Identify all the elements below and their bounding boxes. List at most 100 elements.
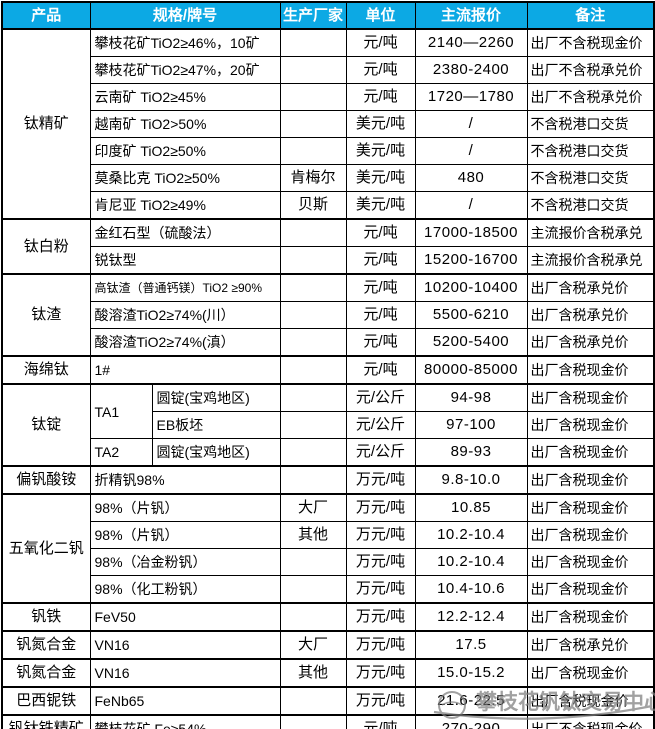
table-row: 酸溶渣TiO2≥74%(川） 元/吨 5500-6210 出厂含税承兑价 [2, 301, 655, 329]
note-cell: 出厂含税承兑价 [526, 630, 655, 660]
unit-cell: 万元/吨 [345, 602, 416, 632]
product-cell: 钛渣 [1, 273, 91, 357]
spec-cell: 酸溶渣TiO2≥74%(川） [89, 301, 281, 329]
note-cell: 出厂含税现金价 [526, 438, 655, 467]
producer-cell [279, 411, 347, 439]
col-header-spec: 规格/牌号 [89, 1, 281, 30]
note-cell: 出厂含税现金价 [526, 575, 655, 604]
table-row: 海绵钛 1# 元/吨 80000-85000 出厂含税现金价 [1, 355, 655, 385]
note-cell: 不含税港口交货 [526, 164, 655, 192]
producer-cell [279, 110, 347, 138]
producer-cell: 其他 [279, 658, 347, 688]
unit-cell: 万元/吨 [345, 658, 416, 688]
unit-cell: 万元/吨 [345, 575, 416, 604]
spec-cell: 折精钒98% [89, 465, 281, 495]
note-cell: 出厂含税承兑价 [526, 301, 655, 329]
table-row: 巴西铌铁 FeNb65 万元/吨 21.6-22.5 出厂含税现金价 [1, 686, 655, 716]
producer-cell [279, 137, 347, 165]
note-cell: 出厂含税现金价 [526, 521, 655, 549]
unit-cell: 元/公斤 [345, 438, 416, 467]
table-row: 钒铁 FeV50 万元/吨 12.2-12.4 出厂含税现金价 [1, 602, 655, 632]
spec-cell: 莫桑比克 TiO2≥50% [89, 164, 281, 192]
producer-cell [279, 83, 347, 111]
note-cell: 出厂含税现金价 [526, 493, 655, 522]
note-cell: 出厂含税现金价 [526, 383, 655, 412]
unit-cell: 元/吨 [345, 246, 416, 275]
price-cell: 17000-18500 [414, 218, 528, 247]
unit-cell: 元/吨 [345, 83, 416, 111]
price-cell: 9.8-10.0 [414, 465, 528, 495]
note-cell: 出厂含税现金价 [526, 548, 655, 576]
price-cell: 480 [414, 164, 528, 192]
table-row: 攀枝花矿TiO2≥47%，20矿 元/吨 2380-2400 出厂不含税承兑价 [2, 56, 655, 84]
producer-cell [279, 301, 347, 329]
spec-cell: 98%（片钒） [89, 521, 281, 549]
product-cell: 五氧化二钒 [1, 493, 91, 604]
price-cell: 15200-16700 [414, 246, 528, 275]
unit-cell: 元/吨 [345, 301, 416, 329]
spec-cell: 98%（冶金粉钒） [89, 548, 281, 576]
table-row: 锐钛型 元/吨 15200-16700 主流报价含税承兑 [2, 246, 655, 275]
price-cell: 12.2-12.4 [414, 602, 528, 632]
unit-cell: 万元/吨 [345, 686, 416, 716]
note-cell: 出厂含税承兑价 [526, 273, 655, 302]
note-cell: 出厂含税承兑价 [526, 328, 655, 357]
spec-cell: 98%（化工粉钒） [89, 575, 281, 604]
price-cell: 1720—1780 [414, 83, 528, 111]
producer-cell [279, 714, 347, 729]
table-row: 钛精矿 攀枝花矿TiO2≥46%，10矿 元/吨 2140—2260 出厂不含税… [1, 28, 655, 220]
spec-cell: 高钛渣（普通钙镁）TiO2 ≥90% [89, 273, 281, 302]
spec-cell: 金红石型（硫酸法） [89, 218, 281, 247]
col-header-price: 主流报价 [414, 1, 528, 30]
spec-cell: 攀枝花矿TiO2≥46%，10矿 [89, 28, 281, 57]
unit-cell: 美元/吨 [345, 164, 416, 192]
producer-cell: 肯梅尔 [279, 164, 347, 192]
unit-cell: 元/吨 [345, 355, 416, 385]
price-cell: / [414, 191, 528, 220]
producer-cell [279, 383, 347, 412]
table-row: 98%（冶金粉钒） 万元/吨 10.2-10.4 出厂含税现金价 [2, 548, 655, 576]
unit-cell: 元/公斤 [345, 383, 416, 412]
note-cell: 不含税港口交货 [526, 137, 655, 165]
producer-cell: 大厂 [279, 493, 347, 522]
unit-cell: 万元/吨 [345, 493, 416, 522]
producer-cell: 贝斯 [279, 191, 347, 220]
spec-cell: 肯尼亚 TiO2≥49% [89, 191, 281, 220]
price-cell: 10.2-10.4 [414, 548, 528, 576]
price-cell: 80000-85000 [414, 355, 528, 385]
price-cell: 10.85 [414, 493, 528, 522]
spec-cell: VN16 [89, 630, 281, 660]
note-cell: 出厂含税现金价 [526, 355, 655, 385]
table-row: 钒氮合金 VN16 其他 万元/吨 15.0-15.2 出厂含税现金价 [1, 658, 655, 688]
table-row: EB板坯 元/公斤 97-100 出厂含税现金价 [2, 411, 655, 439]
note-cell: 主流报价含税承兑 [526, 246, 655, 275]
price-cell: 5200-5400 [414, 328, 528, 357]
spec-grade-cell: TA2 [89, 438, 153, 467]
unit-cell: 万元/吨 [345, 521, 416, 549]
product-cell: 钛锭 [1, 383, 91, 467]
note-cell: 出厂含税现金价 [526, 411, 655, 439]
producer-cell: 其他 [279, 521, 347, 549]
note-cell: 出厂含税现金价 [526, 686, 655, 716]
price-cell: 97-100 [414, 411, 528, 439]
price-cell: 10.4-10.6 [414, 575, 528, 604]
unit-cell: 元/吨 [345, 56, 416, 84]
table-row: 98%（化工粉钒） 万元/吨 10.4-10.6 出厂含税现金价 [2, 575, 655, 604]
unit-cell: 万元/吨 [345, 548, 416, 576]
producer-cell [279, 548, 347, 576]
unit-cell: 元/吨 [345, 218, 416, 247]
table-row: TA2 圆锭(宝鸡地区) 元/公斤 89-93 出厂含税现金价 [2, 438, 655, 467]
price-cell: / [414, 137, 528, 165]
spec-cell: VN16 [89, 658, 281, 688]
product-cell: 钒钛铁精矿 [1, 714, 91, 729]
spec-cell: 攀枝花矿 Fe≥54% [89, 714, 281, 729]
price-cell: 270-290 [414, 714, 528, 729]
price-cell: 5500-6210 [414, 301, 528, 329]
table-row: 钛白粉 金红石型（硫酸法） 元/吨 17000-18500 主流报价含税承兑 [1, 218, 655, 275]
product-cell: 钒氮合金 [1, 658, 91, 688]
spec-cell: 越南矿 TiO2>50% [89, 110, 281, 138]
unit-cell: 美元/吨 [345, 137, 416, 165]
unit-cell: 万元/吨 [345, 630, 416, 660]
product-cell: 钒铁 [1, 602, 91, 632]
